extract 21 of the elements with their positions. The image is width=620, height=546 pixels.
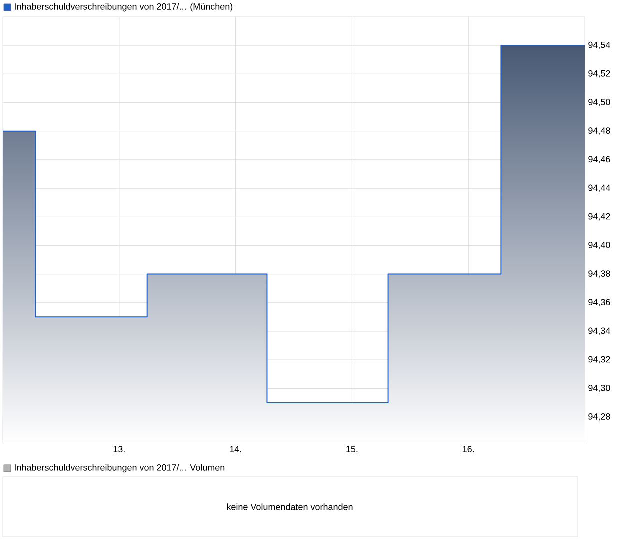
y-tick-label: 94,40 — [588, 242, 610, 250]
y-tick-label: 94,30 — [588, 384, 610, 392]
y-tick-label: 94,28 — [588, 414, 610, 421]
text: keine Volumendaten vorhanden — [227, 504, 353, 510]
y-tick-label: 94,32 — [588, 356, 610, 364]
x-tick-label: 15. — [346, 446, 358, 452]
y-tick-label: 94,54 — [588, 42, 610, 50]
y-tick-label: 94,34 — [588, 328, 610, 336]
x-tick-label: 13. — [114, 446, 125, 453]
y-tick-label: 94,52 — [588, 70, 610, 78]
chart-title: Inhaberschuldverschreibungen von 2017/... (München) — [15, 3, 233, 12]
y-tick-label: 94,48 — [588, 128, 610, 136]
x-tick-label: 14. — [230, 446, 242, 452]
y-tick-label: 94,50 — [588, 99, 610, 106]
y-tick-label: 94,42 — [588, 213, 610, 221]
y-tick-label: 94,38 — [588, 270, 610, 278]
y-tick-label: 94,36 — [588, 299, 610, 307]
text: Inhaberschuldverschreibungen von 2017/... Volumen — [15, 464, 225, 473]
y-tick-label: 94,44 — [588, 184, 610, 192]
x-tick-label: 16. — [463, 446, 474, 453]
y-tick-label: 94,46 — [588, 156, 610, 164]
